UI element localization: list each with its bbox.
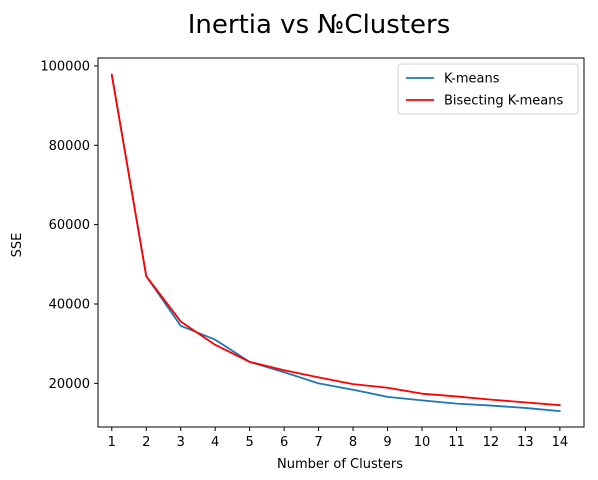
x-tick-label: 1 — [108, 435, 116, 450]
legend-label: K-means — [444, 72, 500, 87]
x-tick-label: 13 — [517, 435, 534, 450]
legend-label: Bisecting K-means — [444, 94, 563, 109]
x-tick-label: 6 — [280, 435, 288, 450]
plot-frame — [97, 57, 585, 428]
x-tick-label: 8 — [349, 435, 357, 450]
x-tick-label: 11 — [448, 435, 465, 450]
series-line-bisecting-kmeans — [110, 73, 561, 407]
y-axis-label: SSE — [10, 233, 25, 258]
x-axis-label: Number of Clusters — [277, 457, 403, 472]
x-tick-label: 10 — [414, 435, 431, 450]
y-tick-label: 60000 — [49, 218, 90, 233]
x-tick-label: 2 — [142, 435, 150, 450]
legend-box — [397, 63, 579, 115]
y-tick-label: 40000 — [49, 298, 90, 313]
y-axis: 20000 40000 60000 80000 100000 — [40, 59, 98, 392]
y-tick-label: 80000 — [49, 139, 90, 154]
y-tick-label: 100000 — [40, 59, 90, 74]
x-tick-label: 4 — [211, 435, 219, 450]
series-layer — [110, 73, 561, 413]
plot-area — [97, 57, 585, 428]
x-tick-label: 12 — [483, 435, 500, 450]
x-tick-label: 5 — [246, 435, 254, 450]
series-line-kmeans — [110, 73, 561, 413]
legend: K-means Bisecting K-means — [397, 63, 579, 115]
x-axis: 1 2 3 4 5 6 7 8 9 10 11 12 13 14 — [108, 427, 568, 450]
x-tick-label: 7 — [314, 435, 322, 450]
x-tick-label: 14 — [552, 435, 569, 450]
x-tick-label: 9 — [383, 435, 391, 450]
x-tick-label: 3 — [177, 435, 185, 450]
chart-title: Inertia vs №Clusters — [188, 10, 451, 40]
y-tick-label: 20000 — [49, 377, 90, 392]
